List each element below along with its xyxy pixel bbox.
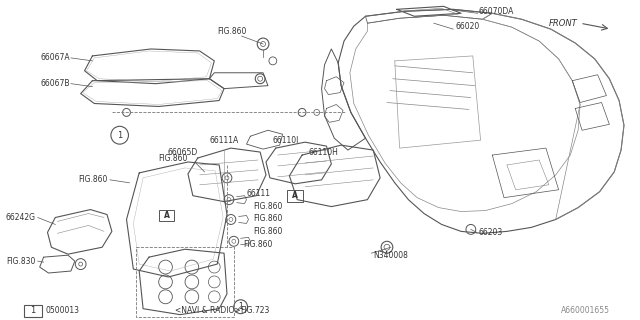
- Text: 66065D: 66065D: [168, 148, 198, 156]
- Text: 66242G: 66242G: [6, 213, 36, 222]
- Text: FRONT: FRONT: [549, 19, 578, 28]
- Bar: [159, 210, 174, 221]
- Text: A: A: [164, 211, 170, 220]
- Text: FIG.860: FIG.860: [79, 175, 108, 184]
- Text: 66020: 66020: [455, 22, 479, 31]
- Bar: [287, 190, 303, 202]
- Text: 66070DA: 66070DA: [479, 7, 514, 16]
- Text: 66111: 66111: [246, 189, 271, 198]
- Text: FIG.860: FIG.860: [253, 214, 283, 223]
- Text: FIG.860: FIG.860: [244, 240, 273, 249]
- Text: FIG.860: FIG.860: [253, 227, 283, 236]
- Text: FIG.860: FIG.860: [217, 27, 246, 36]
- Text: 66110H: 66110H: [309, 148, 339, 156]
- Text: 1: 1: [238, 302, 243, 311]
- Text: 66067B: 66067B: [40, 79, 70, 88]
- Text: A: A: [292, 191, 298, 200]
- Text: FIG.860: FIG.860: [159, 154, 188, 163]
- Text: 66110I: 66110I: [273, 136, 300, 145]
- Text: FIG.860: FIG.860: [253, 202, 283, 211]
- Text: 66111A: 66111A: [209, 136, 239, 145]
- Text: 66067A: 66067A: [40, 53, 70, 62]
- Text: 0500013: 0500013: [45, 306, 79, 315]
- Text: FIG.723: FIG.723: [241, 306, 270, 315]
- Text: 1: 1: [30, 306, 35, 315]
- Text: N340008: N340008: [373, 251, 408, 260]
- Text: <NAVI & RADIO>: <NAVI & RADIO>: [175, 306, 241, 315]
- Text: 1: 1: [117, 131, 122, 140]
- Text: A660001655: A660001655: [561, 306, 609, 315]
- Text: 66203: 66203: [479, 228, 503, 237]
- Text: FIG.830: FIG.830: [6, 257, 36, 266]
- Bar: [24, 305, 42, 316]
